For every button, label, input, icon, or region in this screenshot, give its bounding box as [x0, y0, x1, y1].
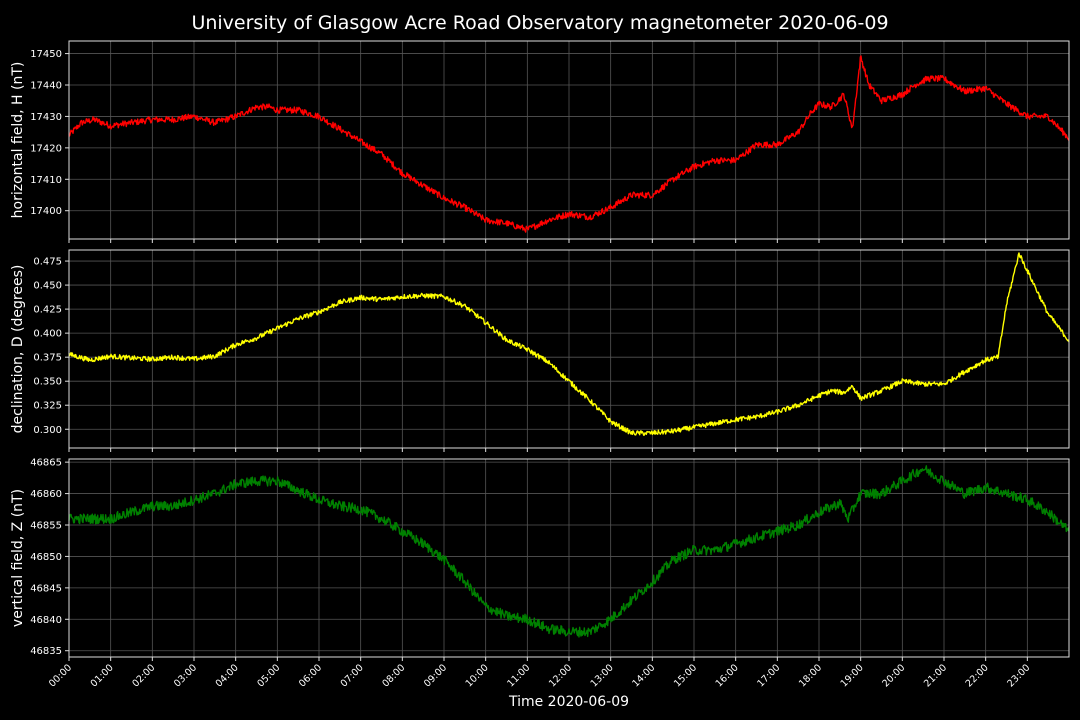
y-tick-label: 0.475: [33, 257, 62, 268]
y-tick-label: 46845: [30, 583, 62, 594]
y-tick-label: 0.425: [33, 305, 62, 316]
series-line-1: [68, 55, 1070, 233]
panel-frame: [68, 458, 1070, 658]
y-axis-label-1: horizontal field, H (nT): [10, 62, 26, 219]
y-tick-label: 0.300: [33, 425, 62, 436]
y-tick-label: 46835: [30, 646, 62, 657]
y-tick-label: 0.375: [33, 353, 62, 364]
series-line-3: [68, 465, 1070, 638]
panel-1: 17400 17410 17420 17430 17440 17450 horizontal…: [10, 40, 1070, 243]
y-tick-label: 46840: [30, 615, 62, 626]
y-axis-label-3: vertical field, Z (nT): [10, 489, 26, 627]
panels-group: 17400 17410 17420 17430 17440 17450 horizontal…: [10, 40, 1070, 661]
y-tick-label: 46860: [30, 489, 62, 500]
y-tick-label: 0.350: [33, 377, 62, 388]
y-tick-label: 0.400: [33, 329, 62, 340]
x-axis-label: Time 2020-06-09: [508, 694, 629, 710]
y-tick-label: 46850: [30, 552, 62, 563]
y-tick-label: 17420: [30, 143, 62, 154]
panel-2: 0.300 0.325 0.350 0.375 0.400 0.425 0.450 0.475…: [10, 249, 1070, 452]
y-tick-label: 46865: [30, 458, 62, 469]
y-tick-label: 17440: [30, 81, 62, 92]
chart-title: University of Glasgow Acre Road Observat…: [191, 12, 888, 34]
y-tick-label: 46855: [30, 521, 62, 532]
y-tick-label: 17430: [30, 112, 62, 123]
y-tick-label: 17450: [30, 49, 62, 60]
y-tick-label: 17410: [30, 175, 62, 186]
panel-frame: [68, 249, 1070, 449]
panel-frame: [68, 40, 1070, 240]
y-tick-label: 0.450: [33, 281, 62, 292]
panel-3: 46835 46840 46845 46850 46855 46860 46865 verti…: [10, 458, 1070, 661]
y-axis-label-2: declination, D (degrees): [10, 265, 26, 434]
y-tick-label: 0.325: [33, 401, 62, 412]
y-tick-label: 17400: [30, 206, 62, 217]
series-line-2: [68, 252, 1070, 436]
